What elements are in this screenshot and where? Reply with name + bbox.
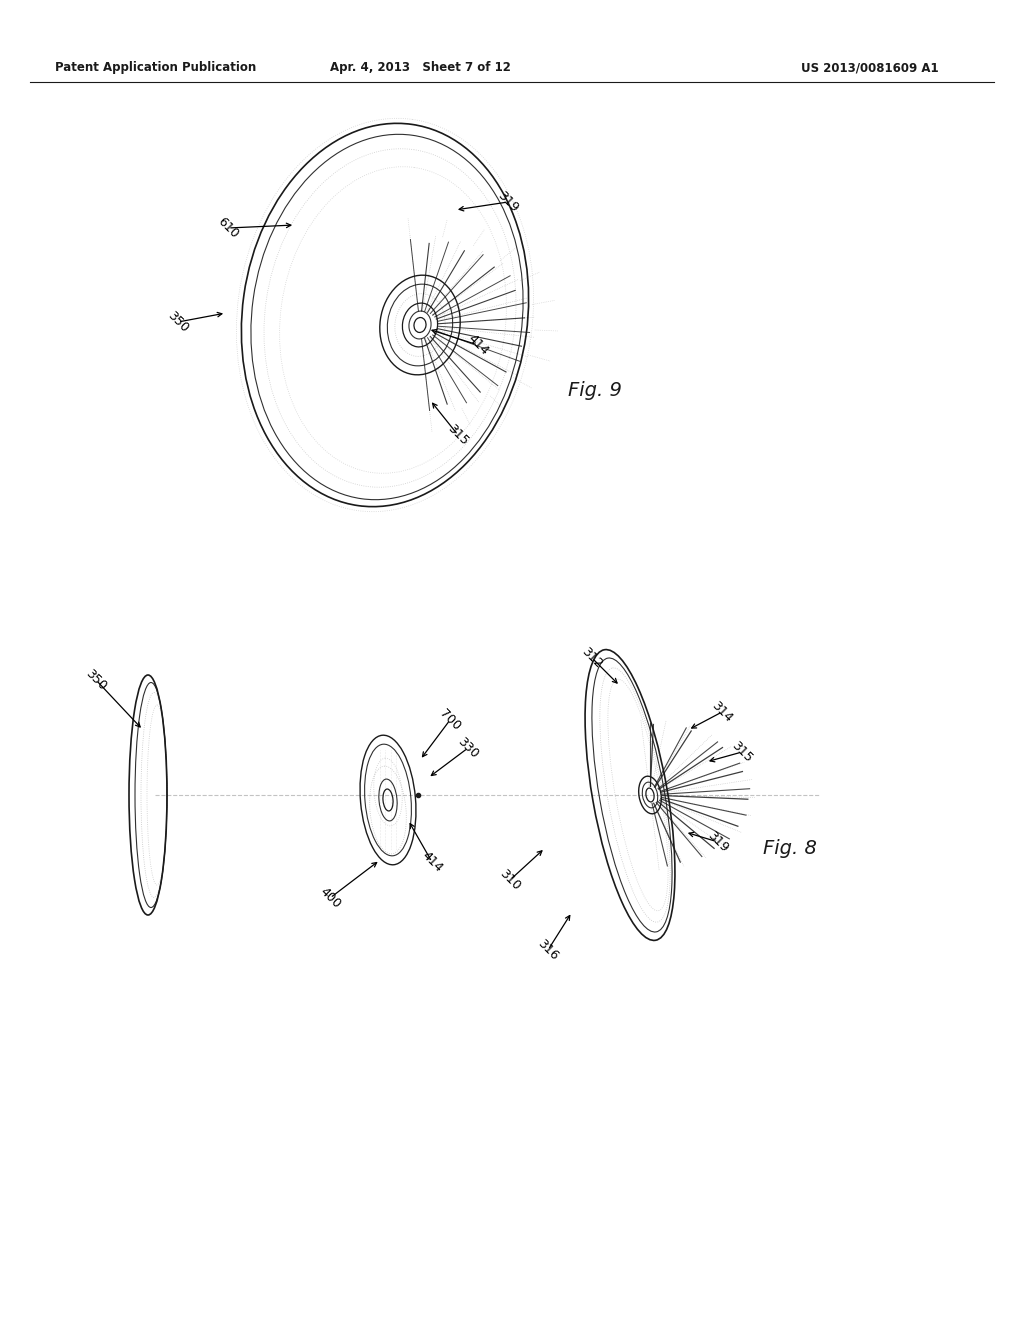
Text: 610: 610 — [215, 215, 241, 242]
Text: 319: 319 — [495, 189, 521, 215]
Text: 414: 414 — [465, 333, 490, 358]
Text: 350: 350 — [165, 309, 191, 335]
Text: 314: 314 — [709, 700, 735, 725]
Text: 350: 350 — [83, 667, 109, 693]
Text: 316: 316 — [536, 937, 561, 964]
Text: 315: 315 — [729, 739, 755, 766]
Text: 700: 700 — [437, 708, 463, 733]
Text: 310: 310 — [497, 867, 523, 894]
Text: Apr. 4, 2013   Sheet 7 of 12: Apr. 4, 2013 Sheet 7 of 12 — [330, 62, 510, 74]
Text: 319: 319 — [706, 829, 731, 855]
Text: 400: 400 — [317, 884, 343, 911]
Text: 414: 414 — [419, 849, 445, 875]
Text: Fig. 9: Fig. 9 — [568, 380, 622, 400]
Text: Patent Application Publication: Patent Application Publication — [55, 62, 256, 74]
Text: US 2013/0081609 A1: US 2013/0081609 A1 — [801, 62, 939, 74]
Text: 330: 330 — [455, 735, 481, 762]
Text: Fig. 8: Fig. 8 — [763, 838, 817, 858]
Text: 312: 312 — [579, 645, 605, 671]
Text: 315: 315 — [445, 422, 471, 447]
